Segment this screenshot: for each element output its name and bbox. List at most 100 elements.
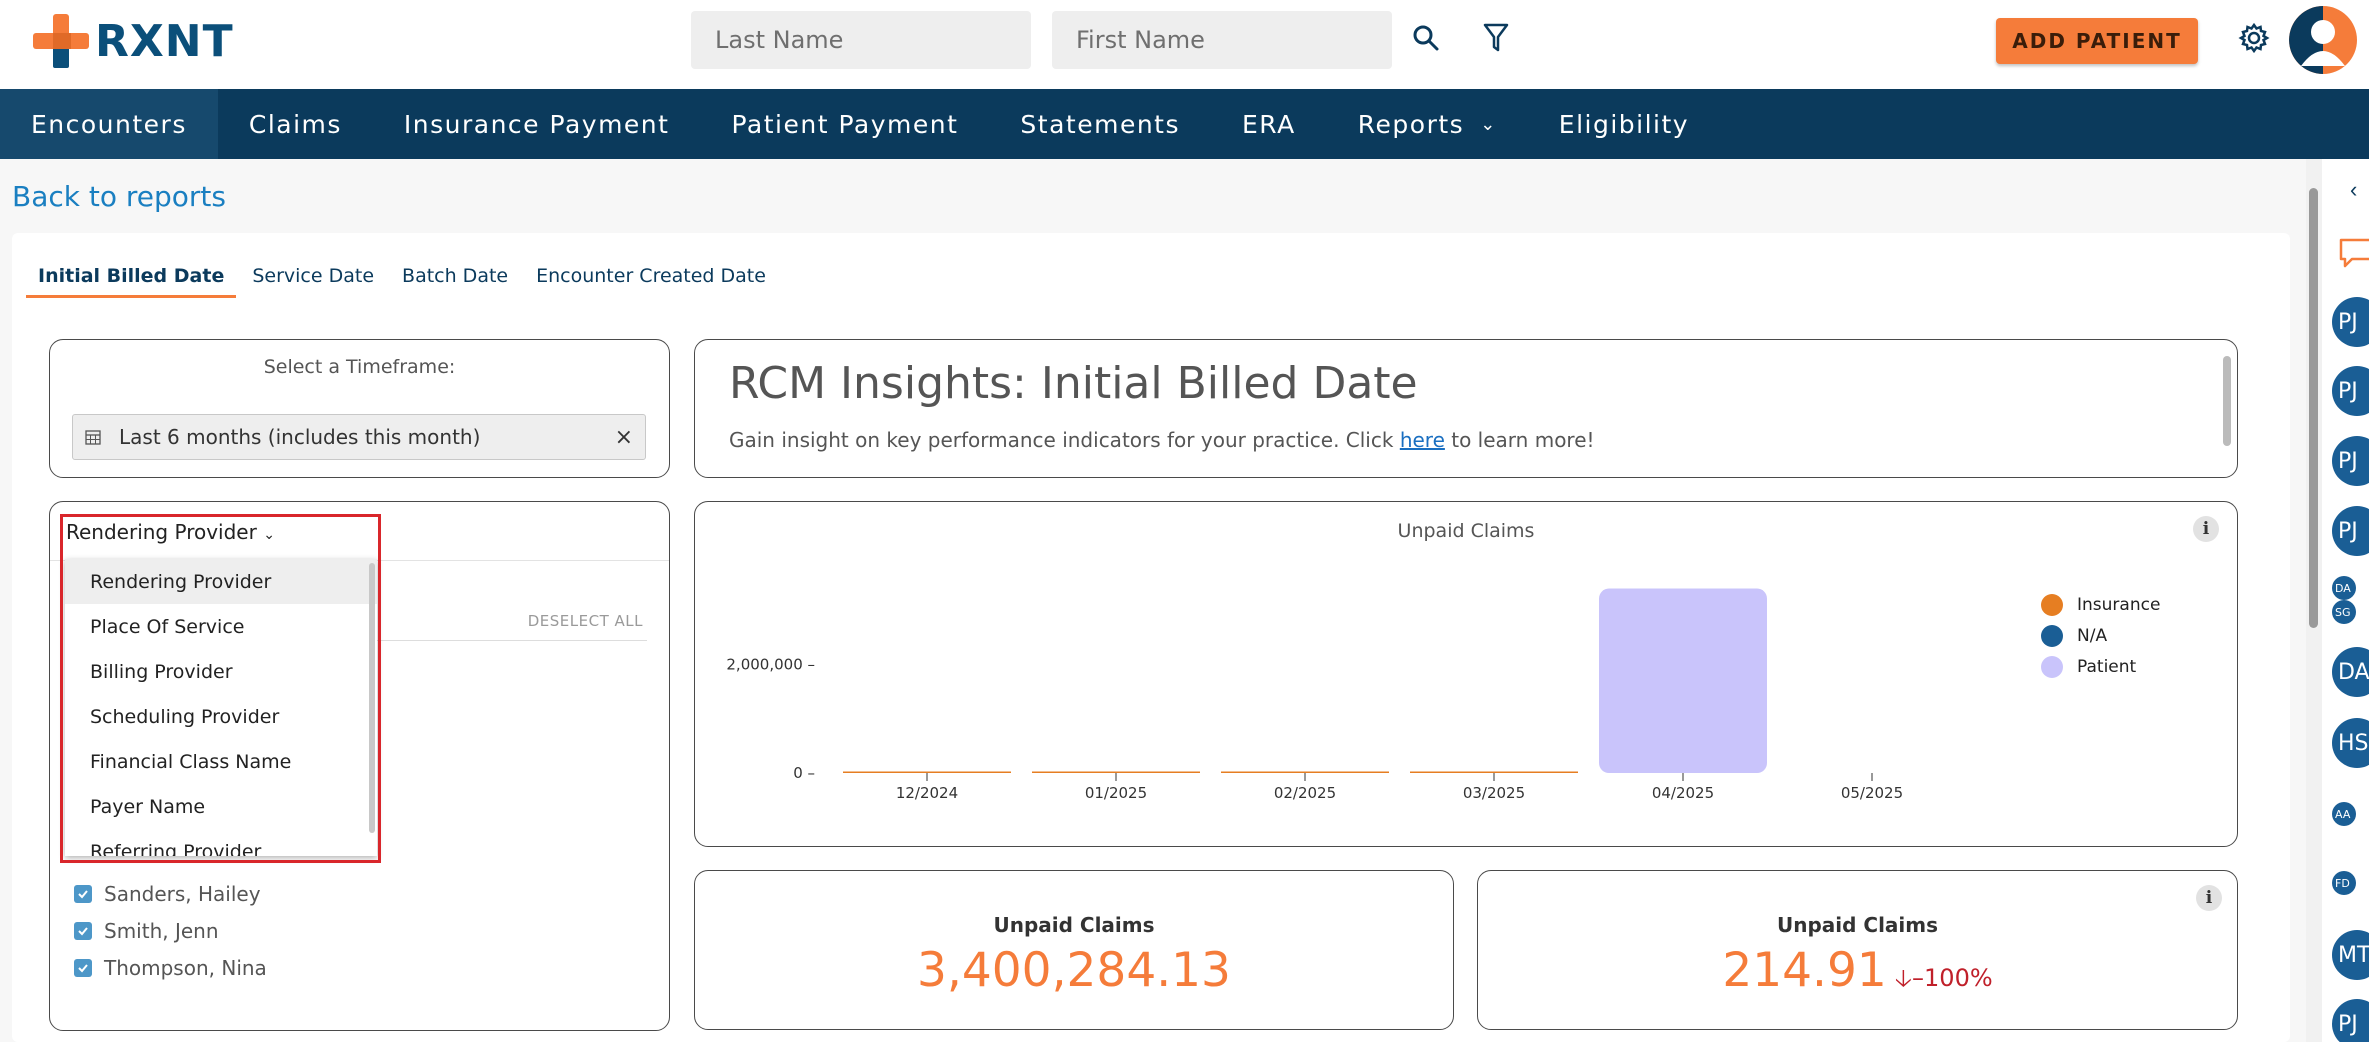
calendar-icon bbox=[85, 430, 101, 445]
nav-reports[interactable]: Reports ⌄ bbox=[1357, 109, 1497, 139]
learn-more-link[interactable]: here bbox=[1399, 428, 1445, 452]
y-tick-label: 2,000,000 – bbox=[726, 656, 815, 674]
menu-item-financial-class-name[interactable]: Financial Class Name bbox=[90, 750, 292, 773]
user-bubble[interactable]: MT bbox=[2332, 930, 2369, 980]
insights-card: RCM Insights: Initial Billed Date Gain i… bbox=[694, 339, 2238, 478]
chevron-down-icon: ⌄ bbox=[1480, 113, 1497, 135]
chevron-down-icon: ⌄ bbox=[263, 527, 275, 543]
kpi-title: Unpaid Claims bbox=[993, 913, 1155, 937]
insights-title: RCM Insights: Initial Billed Date bbox=[729, 358, 1418, 409]
bar bbox=[1599, 588, 1767, 773]
top-bar: RXNT ADD PATIENT bbox=[0, 0, 2369, 89]
user-bubble-small[interactable]: FD bbox=[2332, 871, 2356, 895]
legend-dot-icon bbox=[2041, 656, 2063, 678]
user-bubble[interactable]: HS bbox=[2332, 718, 2369, 768]
tab-batch-date[interactable]: Batch Date bbox=[402, 265, 509, 287]
kpi-value-row: 214.91 🡣–100% bbox=[1478, 943, 2237, 1002]
tab-encounter-created-date[interactable]: Encounter Created Date bbox=[536, 265, 766, 287]
bar bbox=[1410, 771, 1578, 773]
kpi-change: 🡣–100% bbox=[1894, 964, 1993, 992]
kpi-value: 3,400,284.13 bbox=[917, 943, 1231, 998]
user-bubble-small[interactable]: AA bbox=[2332, 802, 2356, 826]
filter-type-dropdown[interactable]: Rendering Provider ⌄ bbox=[66, 520, 275, 544]
legend-item-na: N/A bbox=[2041, 625, 2107, 647]
user-bubble[interactable]: PJ bbox=[2332, 297, 2369, 347]
x-tick-label: 01/2025 bbox=[1085, 784, 1147, 802]
kpi-card-change: i Unpaid Claims 214.91 🡣–100% bbox=[1477, 870, 2238, 1030]
user-bubble-small[interactable]: DA bbox=[2332, 576, 2356, 600]
clear-icon[interactable]: × bbox=[614, 425, 633, 450]
timeframe-card: Select a Timeframe: Last 6 months (inclu… bbox=[49, 339, 670, 478]
provider-checkbox-row[interactable]: Sanders, Hailey bbox=[74, 882, 261, 906]
insights-scrollbar[interactable] bbox=[2223, 356, 2231, 446]
nav-claims[interactable]: Claims bbox=[248, 109, 342, 139]
user-bubble[interactable]: PJ bbox=[2332, 366, 2369, 416]
user-bubble[interactable]: PJ bbox=[2332, 436, 2369, 486]
user-bubble[interactable]: PJ bbox=[2332, 999, 2369, 1042]
kpi-title: Unpaid Claims bbox=[1776, 913, 1939, 937]
menu-item-place-of-service[interactable]: Place Of Service bbox=[90, 615, 245, 638]
x-tick-label: 03/2025 bbox=[1463, 784, 1525, 802]
page-scrollbar-thumb[interactable] bbox=[2309, 188, 2318, 628]
chart-title: Unpaid Claims bbox=[1397, 520, 1535, 542]
chevron-left-icon[interactable]: ‹ bbox=[2350, 177, 2358, 202]
timeframe-title: Select a Timeframe: bbox=[263, 356, 456, 378]
unpaid-claims-chart: 0 – 2,000,000 – 12/2024 01/2025 02/2025 03/20… bbox=[726, 588, 1903, 802]
nav-patient-payment[interactable]: Patient Payment bbox=[731, 109, 959, 139]
info-icon[interactable]: i bbox=[2193, 516, 2219, 542]
x-tick-label: 04/2025 bbox=[1652, 784, 1714, 802]
x-tick-label: 05/2025 bbox=[1841, 784, 1903, 802]
checkbox-checked-icon[interactable] bbox=[74, 959, 92, 977]
kpi-card-total: Unpaid Claims 3,400,284.13 bbox=[694, 870, 1454, 1030]
checkbox-checked-icon[interactable] bbox=[74, 885, 92, 903]
nav-era[interactable]: ERA bbox=[1242, 109, 1296, 139]
bar bbox=[843, 771, 1011, 773]
x-tick-label: 02/2025 bbox=[1274, 784, 1336, 802]
legend-item-patient: Patient bbox=[2041, 656, 2136, 678]
first-name-input[interactable] bbox=[1052, 11, 1392, 69]
x-tick-label: 12/2024 bbox=[896, 784, 958, 802]
tab-initial-billed-date[interactable]: Initial Billed Date bbox=[26, 265, 237, 298]
menu-item-billing-provider[interactable]: Billing Provider bbox=[90, 660, 233, 683]
tab-service-date[interactable]: Service Date bbox=[252, 265, 375, 287]
menu-item-payer-name[interactable]: Payer Name bbox=[90, 795, 206, 818]
gear-icon[interactable] bbox=[2236, 20, 2272, 56]
y-tick-label: 0 – bbox=[793, 764, 815, 782]
info-icon[interactable]: i bbox=[2196, 885, 2222, 911]
filter-icon[interactable] bbox=[1480, 22, 1512, 54]
user-bubble-small[interactable]: SG bbox=[2332, 600, 2356, 624]
legend-dot-icon bbox=[2041, 594, 2063, 616]
bar bbox=[1221, 771, 1389, 773]
nav-eligibility[interactable]: Eligibility bbox=[1558, 109, 1690, 139]
logo[interactable]: RXNT bbox=[33, 14, 234, 68]
menu-item-scheduling-provider[interactable]: Scheduling Provider bbox=[90, 705, 280, 728]
menu-scrollbar[interactable] bbox=[369, 563, 375, 833]
provider-checkbox-row[interactable]: Smith, Jenn bbox=[74, 919, 219, 943]
add-patient-button[interactable]: ADD PATIENT bbox=[1996, 18, 2198, 64]
menu-item-rendering-provider[interactable]: Rendering Provider bbox=[65, 559, 377, 604]
deselect-all-button[interactable]: DESELECT ALL bbox=[527, 612, 643, 630]
last-name-input[interactable] bbox=[691, 11, 1031, 69]
nav-statements[interactable]: Statements bbox=[1020, 109, 1181, 139]
checkbox-checked-icon[interactable] bbox=[74, 922, 92, 940]
right-sidebar: ‹ PJ PJ PJ PJ DA SG DA HS AA FD MT PJ bbox=[2322, 159, 2369, 1042]
rxnt-cross-icon bbox=[33, 14, 89, 68]
search-icon[interactable] bbox=[1410, 22, 1442, 54]
provider-checkbox-row[interactable]: Thompson, Nina bbox=[74, 956, 267, 980]
user-avatar[interactable] bbox=[2289, 6, 2357, 74]
nav-insurance-payment[interactable]: Insurance Payment bbox=[403, 109, 670, 139]
menu-item-referring-provider[interactable]: Referring Provider bbox=[90, 840, 262, 857]
user-bubble[interactable]: DA bbox=[2332, 647, 2369, 697]
date-tabs: Initial Billed Date Service Date Batch D… bbox=[26, 265, 782, 298]
chat-icon[interactable] bbox=[2338, 237, 2369, 269]
legend-item-insurance: Insurance bbox=[2041, 594, 2160, 616]
back-to-reports-link[interactable]: Back to reports bbox=[12, 180, 226, 213]
bar bbox=[1032, 771, 1200, 773]
logo-text: RXNT bbox=[95, 15, 234, 67]
user-bubble[interactable]: PJ bbox=[2332, 506, 2369, 556]
filter-type-menu: Rendering Provider Place Of Service Bill… bbox=[65, 559, 377, 856]
unpaid-claims-chart-card: Unpaid Claims i 0 – 2,000,000 – 12/2024 01/… bbox=[694, 501, 2238, 847]
insights-subtitle: Gain insight on key performance indicato… bbox=[729, 428, 1595, 452]
nav-encounters[interactable]: Encounters bbox=[0, 89, 218, 159]
timeframe-select[interactable]: Last 6 months (includes this month) × bbox=[72, 414, 646, 460]
